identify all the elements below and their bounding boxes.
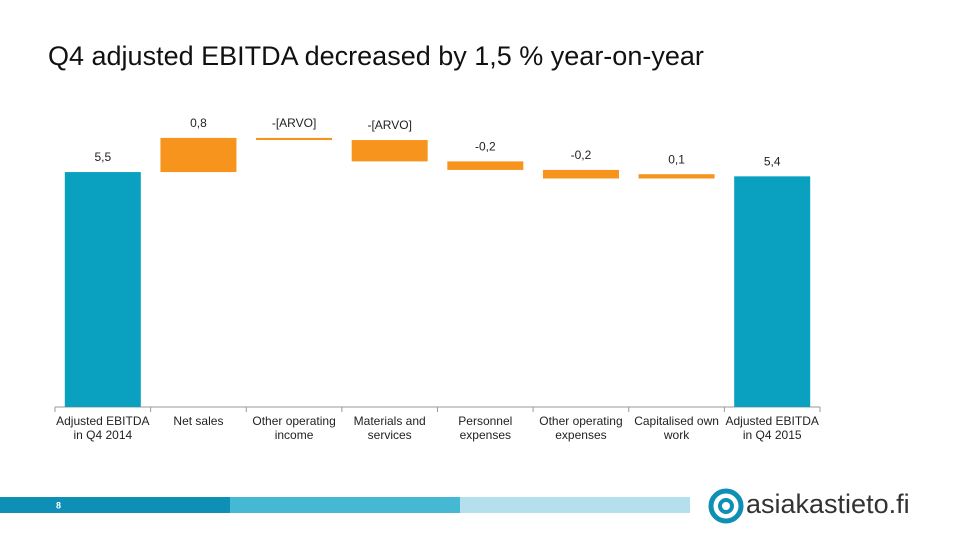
value-label: -0,2 [571,148,592,162]
bar [351,140,428,162]
value-label: -[ARVO] [272,116,316,130]
x-tick-label: Adjusted EBITDA in Q4 2015 [725,414,819,442]
bar [638,174,715,179]
footer-stripe [0,497,230,513]
bar [64,172,141,407]
x-tick-label: Other operating income [252,414,336,442]
x-tick-label: Materials and services [353,414,426,442]
logo-icon [708,488,744,524]
value-label: 5,5 [94,150,111,164]
x-tick-label: Personnel expenses [458,414,513,442]
value-label: 5,4 [764,155,781,169]
value-label: 0,8 [190,116,207,130]
value-label: -0,2 [475,140,496,154]
bar [447,161,524,170]
x-tick-label: Other operating expenses [539,414,623,442]
bar [256,137,333,141]
value-label: 0,1 [668,152,685,166]
value-label: -[ARVO] [367,118,411,132]
bar [542,169,619,179]
footer-stripe [230,497,460,513]
logo-text: asiakastieto.fi [746,489,910,519]
chart-title: Q4 adjusted EBITDA decreased by 1,5 % ye… [48,41,704,71]
x-tick-label: Net sales [173,414,224,428]
footer-stripe [460,497,690,513]
bar [160,137,237,173]
x-tick-label: Capitalised own work [634,414,719,442]
page-number: 8 [56,500,61,510]
x-tick-label: Adjusted EBITDA in Q4 2014 [56,414,150,442]
bar [734,176,811,407]
